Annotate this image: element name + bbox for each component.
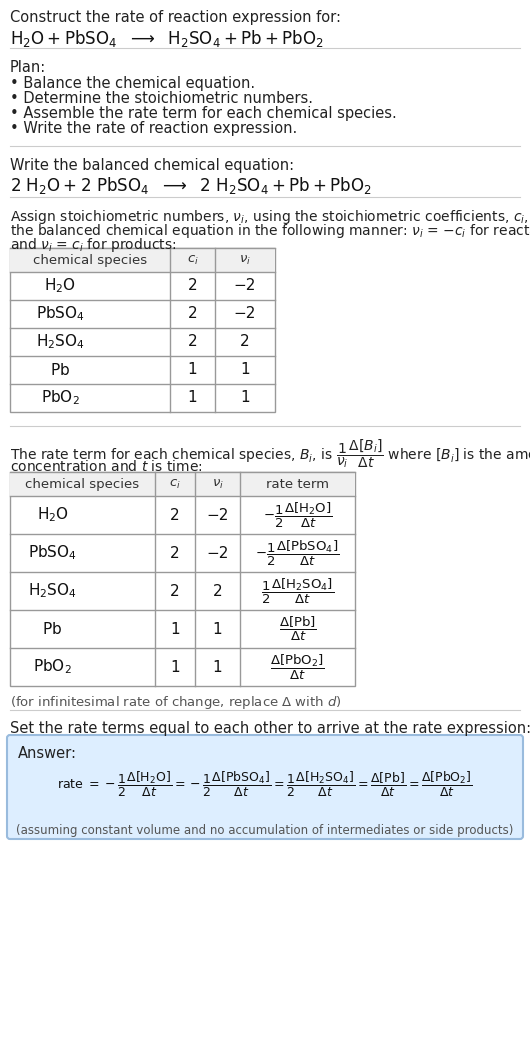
Text: Set the rate terms equal to each other to arrive at the rate expression:: Set the rate terms equal to each other t… (10, 721, 530, 736)
Text: −2: −2 (206, 507, 228, 523)
Text: 2: 2 (188, 306, 197, 321)
Text: and $\it{\nu_i}$ = $\it{c_i}$ for products:: and $\it{\nu_i}$ = $\it{c_i}$ for produc… (10, 236, 176, 254)
Text: $\mathregular{PbSO_4}$: $\mathregular{PbSO_4}$ (28, 544, 77, 563)
Text: $\mathregular{PbSO_4}$: $\mathregular{PbSO_4}$ (36, 304, 84, 323)
Text: −2: −2 (234, 306, 256, 321)
Text: $-\dfrac{1}{2}\dfrac{\Delta[\mathregular{H_2O}]}{\Delta t}$: $-\dfrac{1}{2}\dfrac{\Delta[\mathregular… (263, 500, 332, 529)
Text: • Assemble the rate term for each chemical species.: • Assemble the rate term for each chemic… (10, 106, 397, 121)
Text: 1: 1 (170, 621, 180, 637)
Text: $\it{\nu_i}$: $\it{\nu_i}$ (211, 478, 224, 492)
Text: Plan:: Plan: (10, 60, 46, 75)
Text: the balanced chemical equation in the following manner: $\it{\nu_i}$ = $-\it{c_i: the balanced chemical equation in the fo… (10, 222, 530, 240)
Text: 1: 1 (240, 363, 250, 378)
Text: 2: 2 (188, 278, 197, 294)
Bar (10, 472, 355, 686)
Text: $\mathregular{2\ H_2O + 2\ PbSO_4}$  $\longrightarrow$  $\mathregular{2\ H_2SO_4: $\mathregular{2\ H_2O + 2\ PbSO_4}$ $\lo… (10, 175, 372, 196)
Bar (10, 248, 275, 412)
Text: $\dfrac{\Delta[\mathregular{Pb}]}{\Delta t}$: $\dfrac{\Delta[\mathregular{Pb}]}{\Delta… (279, 615, 316, 643)
Bar (10, 248, 275, 272)
Text: Assign stoichiometric numbers, $\it{\nu_i}$, using the stoichiometric coefficien: Assign stoichiometric numbers, $\it{\nu_… (10, 208, 530, 226)
Text: rate $= -\dfrac{1}{2}\dfrac{\Delta[\mathregular{H_2O}]}{\Delta t}= -\dfrac{1}{2}: rate $= -\dfrac{1}{2}\dfrac{\Delta[\math… (57, 770, 473, 799)
Text: 2: 2 (170, 546, 180, 561)
Text: $\mathregular{Pb}$: $\mathregular{Pb}$ (42, 621, 63, 637)
Text: 2: 2 (188, 335, 197, 349)
Text: $\it{c_i}$: $\it{c_i}$ (169, 478, 181, 492)
Text: 1: 1 (213, 659, 222, 675)
Text: $\mathregular{H_2O + PbSO_4}$  $\longrightarrow$  $\mathregular{H_2SO_4 + Pb + P: $\mathregular{H_2O + PbSO_4}$ $\longrigh… (10, 28, 324, 49)
FancyBboxPatch shape (7, 735, 523, 839)
Text: $\dfrac{1}{2}\dfrac{\Delta[\mathregular{H_2SO_4}]}{\Delta t}$: $\dfrac{1}{2}\dfrac{\Delta[\mathregular{… (261, 576, 334, 606)
Text: Construct the rate of reaction expression for:: Construct the rate of reaction expressio… (10, 10, 341, 25)
Text: $\mathregular{H_2SO_4}$: $\mathregular{H_2SO_4}$ (28, 582, 77, 600)
Text: 2: 2 (170, 584, 180, 598)
Bar (10, 472, 355, 496)
Text: $\mathregular{H_2O}$: $\mathregular{H_2O}$ (37, 505, 68, 524)
Text: (assuming constant volume and no accumulation of intermediates or side products): (assuming constant volume and no accumul… (16, 824, 514, 837)
Text: • Determine the stoichiometric numbers.: • Determine the stoichiometric numbers. (10, 91, 313, 106)
Text: 1: 1 (170, 659, 180, 675)
Text: 2: 2 (240, 335, 250, 349)
Text: Write the balanced chemical equation:: Write the balanced chemical equation: (10, 158, 294, 173)
Text: Answer:: Answer: (18, 746, 77, 761)
Text: rate term: rate term (266, 478, 329, 491)
Text: $\mathregular{PbO_2}$: $\mathregular{PbO_2}$ (33, 658, 72, 677)
Text: −2: −2 (234, 278, 256, 294)
Text: 1: 1 (240, 390, 250, 406)
Text: −2: −2 (206, 546, 228, 561)
Text: 1: 1 (188, 390, 197, 406)
Text: 1: 1 (188, 363, 197, 378)
Text: $\mathregular{PbO_2}$: $\mathregular{PbO_2}$ (41, 389, 80, 407)
Text: The rate term for each chemical species, $\it{B_i}$, is $\dfrac{1}{\nu_i}\dfrac{: The rate term for each chemical species,… (10, 437, 530, 470)
Text: 2: 2 (213, 584, 222, 598)
Text: $\mathregular{Pb}$: $\mathregular{Pb}$ (50, 362, 70, 378)
Text: $\mathregular{H_2SO_4}$: $\mathregular{H_2SO_4}$ (36, 333, 84, 351)
Text: $\it{\nu_i}$: $\it{\nu_i}$ (239, 254, 251, 267)
Text: 2: 2 (170, 507, 180, 523)
Text: $-\dfrac{1}{2}\dfrac{\Delta[\mathregular{PbSO_4}]}{\Delta t}$: $-\dfrac{1}{2}\dfrac{\Delta[\mathregular… (255, 539, 340, 568)
Text: $\mathregular{H_2O}$: $\mathregular{H_2O}$ (44, 276, 76, 295)
Text: • Write the rate of reaction expression.: • Write the rate of reaction expression. (10, 121, 297, 136)
Text: $\it{c_i}$: $\it{c_i}$ (187, 254, 198, 267)
Text: 1: 1 (213, 621, 222, 637)
Text: $\dfrac{\Delta[\mathregular{PbO_2}]}{\Delta t}$: $\dfrac{\Delta[\mathregular{PbO_2}]}{\De… (270, 653, 325, 682)
Text: • Balance the chemical equation.: • Balance the chemical equation. (10, 76, 255, 91)
Text: chemical species: chemical species (25, 478, 139, 491)
Text: (for infinitesimal rate of change, replace $\Delta$ with $\it{d}$): (for infinitesimal rate of change, repla… (10, 693, 342, 711)
Text: chemical species: chemical species (33, 254, 147, 267)
Text: concentration and $\it{t}$ is time:: concentration and $\it{t}$ is time: (10, 459, 202, 474)
